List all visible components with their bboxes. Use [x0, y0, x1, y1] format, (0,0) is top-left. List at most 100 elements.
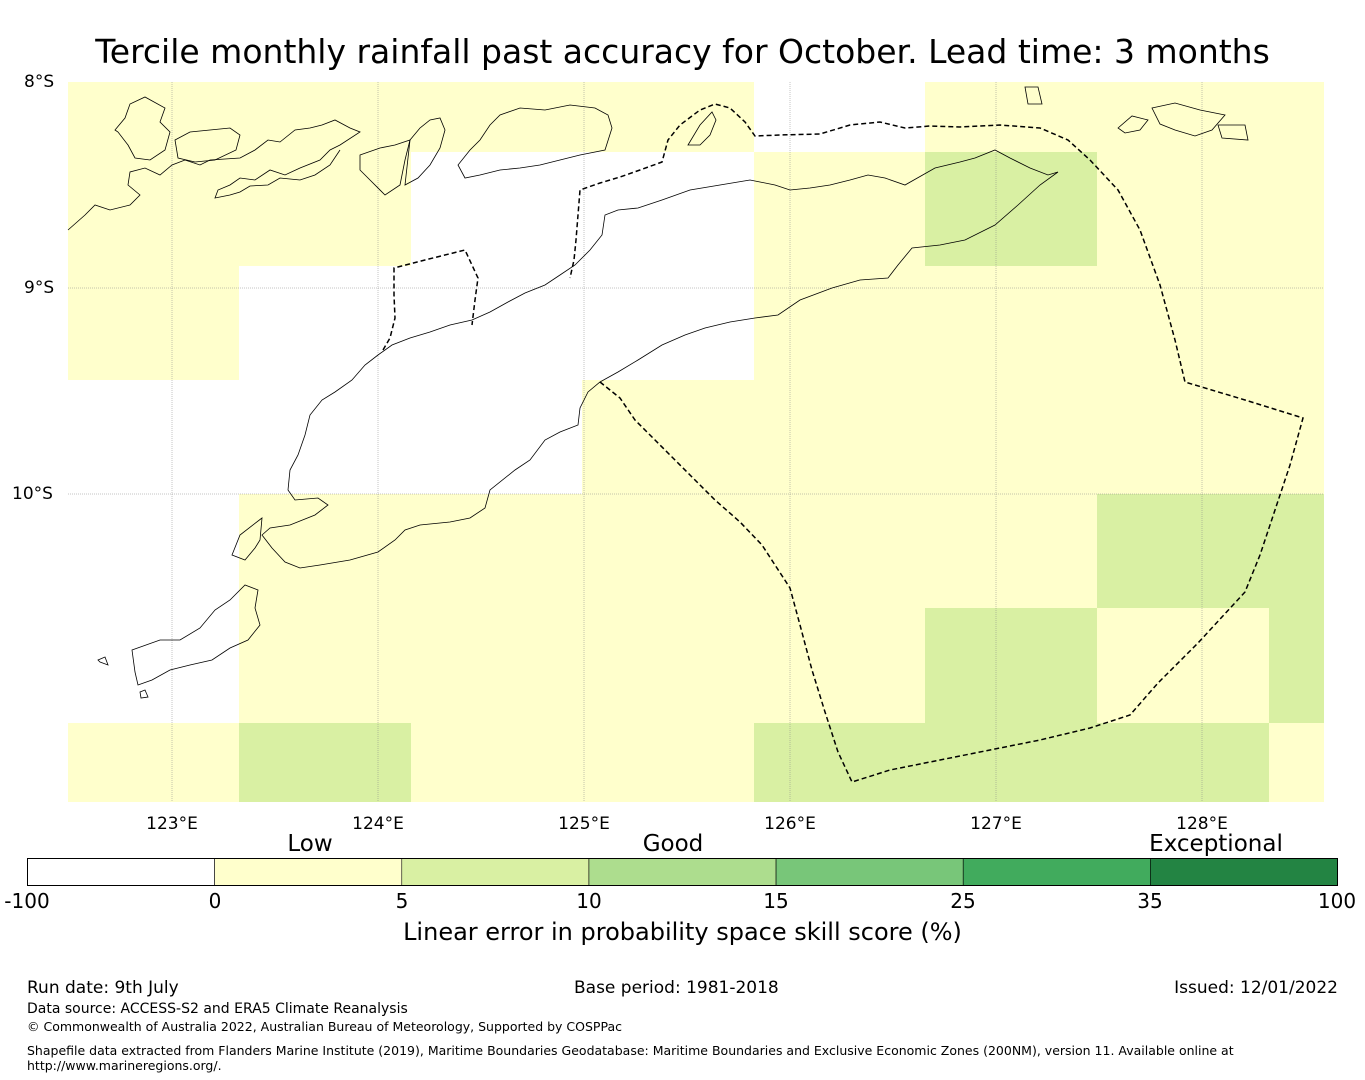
colorbar-segment [1150, 858, 1338, 886]
skill-cell [239, 723, 411, 802]
coastline-flores [67, 119, 361, 231]
skill-cell [925, 494, 1097, 608]
skill-cell [754, 152, 925, 266]
skill-cell [1097, 608, 1269, 723]
lat-label-8s: 8°S [24, 72, 55, 92]
colorbar-segment [962, 858, 1151, 886]
skill-cell [582, 380, 754, 494]
skill-score-map [67, 82, 1324, 802]
colorbar-segment [775, 858, 964, 886]
copyright: © Commonwealth of Australia 2022, Austra… [27, 1019, 622, 1034]
lon-label-128e: 128°E [1176, 814, 1228, 834]
base-period: Base period: 1981-2018 [574, 978, 779, 998]
coastline-lakor [1217, 124, 1249, 141]
graticule [68, 82, 1324, 802]
lon-label-123e: 123°E [146, 814, 198, 834]
skill-cell [411, 266, 582, 380]
skill-cell [68, 82, 239, 152]
skill-cell [754, 608, 925, 723]
category-exceptional: Exceptional [1149, 831, 1283, 857]
lat-label-9s: 9°S [24, 278, 55, 298]
skill-cell [411, 723, 582, 802]
skill-cell [754, 494, 925, 608]
eez-oecusse [382, 249, 479, 351]
skill-cell [1269, 380, 1324, 494]
skill-cell [411, 608, 582, 723]
skill-cell [1097, 380, 1269, 494]
skill-cell [1269, 723, 1324, 802]
colorbar-tick: 5 [395, 889, 409, 913]
skill-cell [582, 494, 754, 608]
skill-cell [239, 82, 411, 152]
skill-cell [582, 152, 754, 266]
skill-cell [239, 608, 411, 723]
skill-cell [1269, 82, 1324, 152]
lon-label-127e: 127°E [970, 814, 1022, 834]
skill-cell [925, 723, 1097, 802]
shapefile-credit: Shapefile data extracted from Flanders M… [27, 1043, 1234, 1058]
coastline-ndana [139, 689, 149, 699]
skill-cell [239, 380, 411, 494]
colorbar-label: Linear error in probability space skill … [403, 918, 962, 946]
data-source: Data source: ACCESS-S2 and ERA5 Climate … [27, 1001, 408, 1017]
skill-cell [68, 380, 239, 494]
skill-cell [1269, 608, 1324, 723]
skill-cell [68, 494, 239, 608]
skill-cell [1097, 82, 1269, 152]
colorbar-tick: 25 [950, 889, 976, 913]
coastline-moa [1151, 102, 1226, 137]
coastline-kisar [1117, 115, 1149, 134]
colorbar-segment [588, 858, 777, 886]
skill-cell [754, 723, 925, 802]
skill-cell [582, 608, 754, 723]
skill-cell [411, 152, 582, 266]
coastline-sawu [131, 584, 261, 686]
lon-label-125e: 125°E [558, 814, 610, 834]
run-date: Run date: 9th July [27, 978, 179, 998]
colorbar-tick: 10 [576, 889, 602, 913]
eez-timor-leste-main [569, 103, 1304, 783]
lon-label-124e: 124°E [352, 814, 404, 834]
skill-cell [411, 82, 582, 152]
skill-cell [239, 266, 411, 380]
skill-cell [1269, 494, 1324, 608]
skill-cell [1269, 152, 1324, 266]
colorbar [27, 858, 1338, 886]
colorbar-segment [27, 858, 215, 886]
lat-label-10s: 10°S [12, 484, 53, 504]
skill-cell [68, 723, 239, 802]
skill-cell [1097, 494, 1269, 608]
coastline-leti [1024, 86, 1043, 105]
coastline-rote [231, 517, 263, 561]
skill-cell [754, 82, 925, 152]
coastline-alor-west [359, 139, 411, 196]
skill-cell [582, 723, 754, 802]
map-title: Tercile monthly rainfall past accuracy f… [95, 32, 1270, 71]
coastline-atauro [687, 111, 717, 146]
colorbar-tick: 15 [763, 889, 789, 913]
skill-cell [1097, 723, 1269, 802]
coastline [67, 86, 1249, 699]
skill-cell [1097, 152, 1269, 266]
skill-cell [925, 266, 1097, 380]
skill-cell [68, 152, 239, 266]
skill-cell [925, 152, 1097, 266]
skill-cell [754, 380, 925, 494]
skill-cell [239, 494, 411, 608]
skill-cell [925, 82, 1097, 152]
coastline-timor [261, 149, 1059, 569]
skill-cell [1097, 266, 1269, 380]
skill-cell [925, 380, 1097, 494]
colorbar-tick: 100 [1317, 889, 1357, 913]
coastline-flores-east [174, 127, 241, 163]
skill-cell [411, 494, 582, 608]
colorbar-segment [401, 858, 590, 886]
category-good: Good [642, 831, 704, 857]
coastline-wetar [457, 104, 613, 179]
coastline-raijua [97, 656, 109, 666]
lon-label-126e: 126°E [764, 814, 816, 834]
skill-cell [68, 266, 239, 380]
skill-cell [68, 608, 239, 723]
maritime-boundary [382, 103, 1304, 783]
category-low: Low [287, 831, 333, 857]
